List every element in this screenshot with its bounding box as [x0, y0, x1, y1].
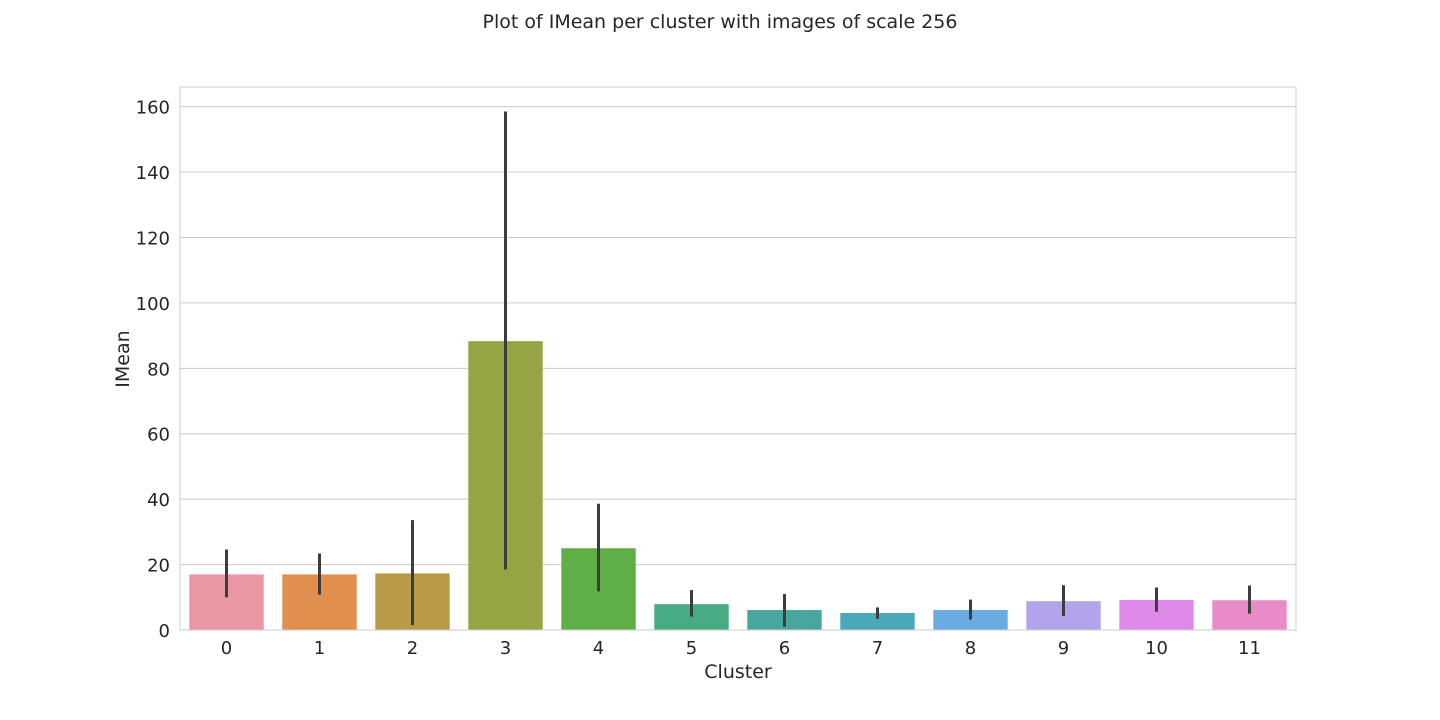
x-tick-label: 4: [593, 638, 604, 659]
x-tick-label: 9: [1058, 638, 1069, 659]
y-tick-label: 120: [136, 228, 170, 249]
x-tick-label: 7: [872, 638, 883, 659]
bar-cluster-7: [840, 612, 915, 630]
y-tick-labels: 0 20 40 60 80 100 120 140 160: [136, 98, 170, 642]
x-axis-label: Cluster: [704, 661, 772, 683]
x-tick-label: 5: [686, 638, 697, 659]
y-tick-label: 80: [147, 359, 170, 380]
x-tick-label: 1: [314, 638, 325, 659]
x-tick-label: 0: [221, 638, 232, 659]
y-tick-label: 160: [136, 98, 170, 119]
y-tick-label: 0: [159, 621, 170, 642]
x-tick-label: 11: [1238, 638, 1261, 659]
x-tick-label: 8: [965, 638, 976, 659]
x-tick-label: 3: [500, 638, 511, 659]
bar-cluster-8: [933, 610, 1008, 630]
x-tick-label: 2: [407, 638, 418, 659]
grid-lines: [180, 106, 1296, 631]
error-bars: [225, 111, 1251, 627]
chart-title: Plot of IMean per cluster with images of…: [483, 11, 958, 33]
x-tick-labels: 0 1 2 3 4 5 6 7 8 9 10 11: [221, 638, 1261, 659]
x-tick-label: 6: [779, 638, 790, 659]
y-tick-label: 140: [136, 163, 170, 184]
bars: [189, 341, 1287, 630]
plot-frame: [179, 86, 1297, 631]
y-tick-label: 20: [147, 556, 170, 577]
y-axis-label: IMean: [112, 330, 134, 387]
y-tick-label: 40: [147, 490, 170, 511]
x-tick-label: 10: [1145, 638, 1168, 659]
y-tick-label: 60: [147, 425, 170, 446]
y-tick-label: 100: [136, 294, 170, 315]
